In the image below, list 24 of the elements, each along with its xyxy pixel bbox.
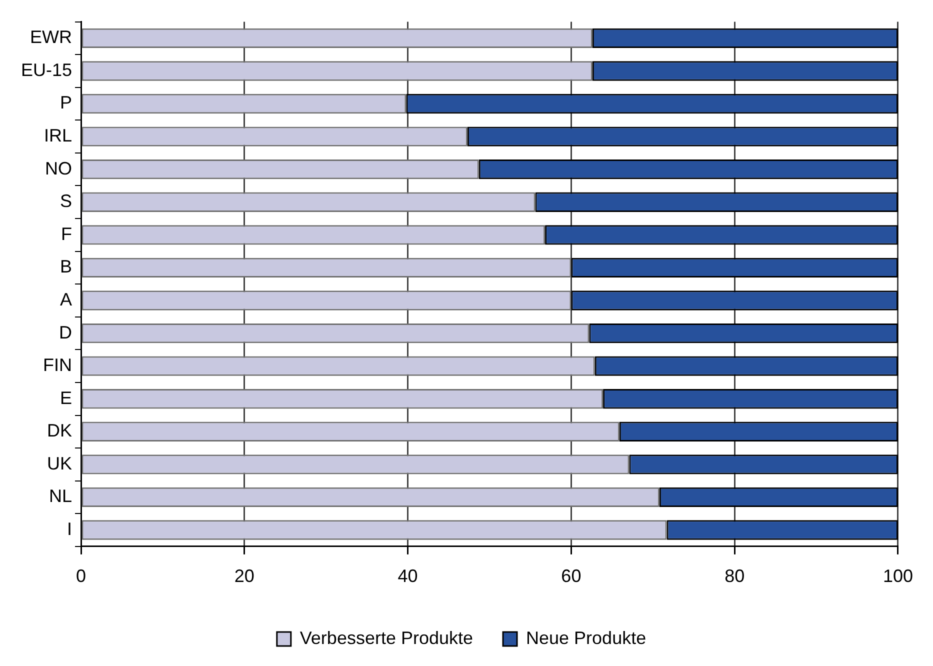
x-tick-label: 0 bbox=[76, 566, 86, 586]
y-tick-label: B bbox=[60, 256, 72, 277]
x-tick-label: 100 bbox=[882, 566, 914, 586]
y-tick-label: DK bbox=[47, 420, 72, 441]
y-tick-label: E bbox=[60, 388, 72, 408]
y-tick-label: NL bbox=[49, 486, 72, 506]
y-tick-label: EWR bbox=[30, 27, 72, 48]
y-tick-label: NO bbox=[45, 158, 72, 178]
y-tick-label: UK bbox=[47, 453, 72, 474]
y-tick-label: F bbox=[61, 224, 72, 244]
x-tick-label: 40 bbox=[398, 566, 418, 586]
y-tick-label: IRL bbox=[44, 126, 72, 146]
y-tick-label: A bbox=[60, 289, 72, 310]
y-tick-label: I bbox=[67, 518, 72, 539]
y-tick-label: S bbox=[60, 191, 72, 212]
y-tick-label: D bbox=[59, 322, 72, 342]
x-tick-label: 20 bbox=[234, 566, 254, 586]
x-tick-label: 80 bbox=[724, 566, 745, 586]
x-tick-label: 60 bbox=[561, 566, 582, 586]
legend-label: Verbesserte Produkte bbox=[300, 628, 474, 648]
legend-label: Neue Produkte bbox=[526, 628, 646, 648]
y-tick-label: EU-15 bbox=[20, 60, 72, 80]
y-tick-label: P bbox=[60, 92, 72, 113]
y-tick-label: FIN bbox=[43, 355, 72, 376]
